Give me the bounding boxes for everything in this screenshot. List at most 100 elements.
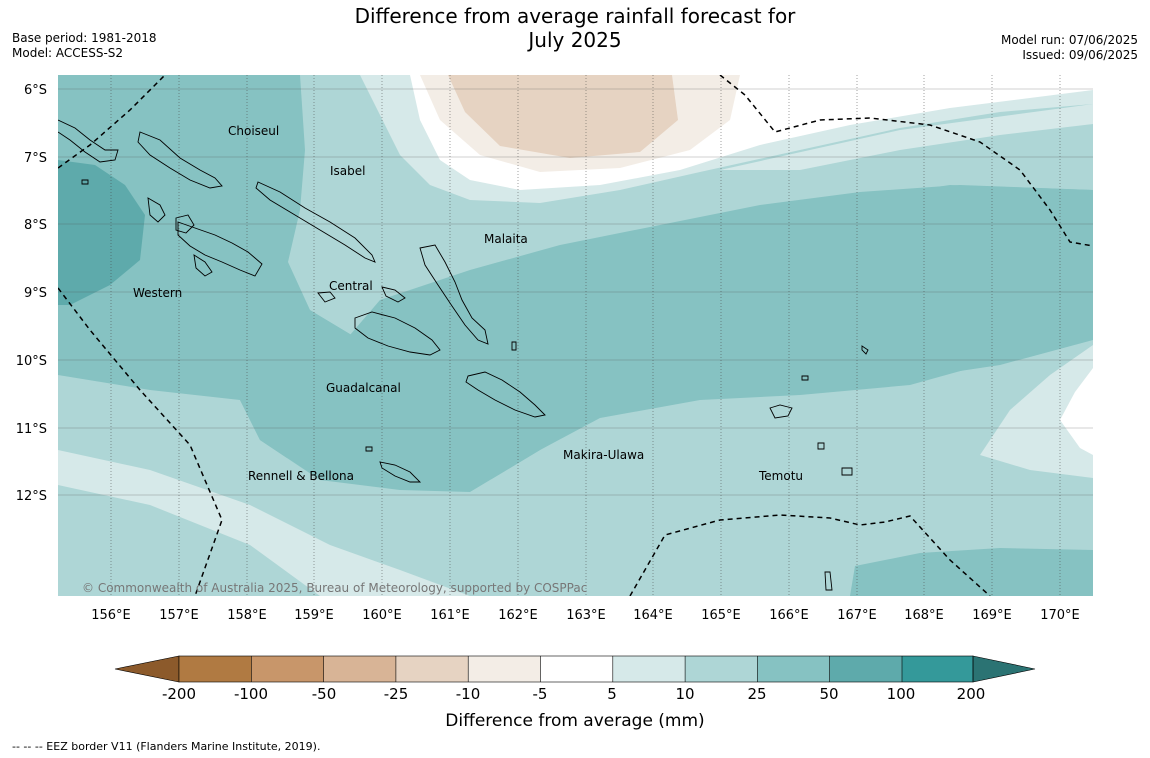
colorbar-tick: -5 xyxy=(533,685,548,703)
lon-label: 168°E xyxy=(904,608,944,623)
colorbar-swatch xyxy=(540,656,613,682)
zone-neutral-east xyxy=(980,345,1093,478)
eez-border xyxy=(58,75,1093,596)
title-line-1: Difference from average rainfall forecas… xyxy=(354,4,796,28)
colorbar-swatch xyxy=(468,656,541,682)
lon-label: 163°E xyxy=(566,608,606,623)
island-savo xyxy=(381,286,406,303)
island-bougainville xyxy=(58,119,119,163)
lat-label: 12°S xyxy=(16,489,47,504)
colorbar-swatch xyxy=(612,656,686,682)
colorbar-tick: 50 xyxy=(819,685,838,703)
island-treasury xyxy=(81,179,89,185)
island-guadalcanal xyxy=(354,311,441,356)
lon-label: 169°E xyxy=(972,608,1012,623)
island-kolombangara xyxy=(175,214,195,234)
lat-label: 11°S xyxy=(16,422,47,437)
colorbar-tick: -100 xyxy=(234,685,268,703)
colorbar-swatch xyxy=(902,656,973,682)
lon-label: 160°E xyxy=(362,608,402,623)
island-rennell xyxy=(379,461,422,483)
island-vella xyxy=(147,197,166,223)
colorbar-title: Difference from average (mm) xyxy=(445,711,704,731)
zone-neutral-east-core xyxy=(1060,368,1093,455)
lat-label: 10°S xyxy=(16,354,47,369)
zone-50-100-west xyxy=(58,160,145,305)
lon-label: 156°E xyxy=(91,608,131,623)
zone-10-25-south xyxy=(58,340,1093,596)
region-label-central: Central xyxy=(329,279,373,293)
lon-label: 162°E xyxy=(498,608,538,623)
colorbar-swatch xyxy=(685,656,758,682)
lat-label: 9°S xyxy=(24,286,47,301)
island-ulawa xyxy=(511,341,517,351)
latitude-labels: 6°S 7°S 8°S 9°S 10°S 11°S 12°S xyxy=(16,83,47,504)
island-santa-cruz xyxy=(769,404,793,419)
lon-label: 170°E xyxy=(1040,608,1080,623)
island-isabel xyxy=(255,181,376,263)
lat-label: 7°S xyxy=(24,151,47,166)
copyright-notice: © Commonwealth of Australia 2025, Bureau… xyxy=(82,581,587,595)
model-name: Model: ACCESS-S2 xyxy=(12,46,124,60)
meta-right: Model run: 07/06/2025 Issued: 09/06/2025 xyxy=(1001,33,1138,63)
colorbar-swatch xyxy=(179,656,252,682)
colorbar: -200 -100 -50 -25 -10 -5 5 10 25 50 100 … xyxy=(114,655,1036,731)
rainfall-map xyxy=(58,75,1093,596)
colorbar-tick: 10 xyxy=(675,685,694,703)
issued-date: Issued: 09/06/2025 xyxy=(1022,48,1138,62)
region-label-malaita: Malaita xyxy=(484,232,528,246)
colorbar-swatch xyxy=(395,656,469,682)
island-new-georgia xyxy=(177,221,263,277)
zone-25-50-se xyxy=(850,548,1093,596)
colorbar-tick: 5 xyxy=(607,685,617,703)
meta-left: Base period: 1981-2018 Model: ACCESS-S2 xyxy=(12,31,157,61)
colorbar-swatch xyxy=(251,656,324,682)
eez-footnote: -- -- -- EEZ border V11 (Flanders Marine… xyxy=(12,740,321,753)
colorbar-tick: 100 xyxy=(887,685,916,703)
island-makira xyxy=(465,371,546,418)
colorbar-tick: -50 xyxy=(312,685,337,703)
region-label-isabel: Isabel xyxy=(330,164,365,178)
lon-label: 164°E xyxy=(633,608,673,623)
colorbar-extend-high xyxy=(972,655,1036,683)
lat-label: 8°S xyxy=(24,218,47,233)
lon-label: 167°E xyxy=(837,608,877,623)
region-label-western: Western xyxy=(133,286,182,300)
gridlines xyxy=(58,88,1093,496)
lon-label: 165°E xyxy=(701,608,741,623)
region-label-temotu: Temotu xyxy=(758,469,803,483)
island-reef xyxy=(801,375,809,381)
colorbar-tick: 200 xyxy=(957,685,986,703)
zone-minus10-north xyxy=(448,75,678,158)
lon-label: 161°E xyxy=(430,608,470,623)
lon-label: 157°E xyxy=(159,608,199,623)
island-bellona xyxy=(365,446,373,452)
zone-25-50-core xyxy=(240,185,1093,492)
colorbar-extend-low xyxy=(114,655,180,683)
region-labels: Choiseul Isabel Malaita Western Central … xyxy=(133,124,803,483)
island-utupua xyxy=(841,467,853,476)
island-malaita xyxy=(419,244,489,345)
lat-label: 6°S xyxy=(24,83,47,98)
islands xyxy=(58,119,869,591)
colorbar-tick: 25 xyxy=(747,685,766,703)
island-rendova xyxy=(193,254,213,277)
map-figure: 6°S 7°S 8°S 9°S 10°S 11°S 12°S 156°E 157… xyxy=(16,75,1093,731)
colorbar-tick: -200 xyxy=(162,685,196,703)
lon-label: 166°E xyxy=(769,608,809,623)
island-vanikoro xyxy=(817,442,825,450)
colorbar-swatch xyxy=(757,656,830,682)
island-choiseul xyxy=(137,131,223,189)
base-period: Base period: 1981-2018 xyxy=(12,31,157,45)
colorbar-tick: -25 xyxy=(384,685,409,703)
island-tikopia xyxy=(824,571,833,591)
lon-label: 159°E xyxy=(294,608,334,623)
longitude-labels: 156°E 157°E 158°E 159°E 160°E 161°E 162°… xyxy=(91,608,1080,623)
colorbar-tick: -10 xyxy=(456,685,481,703)
region-label-guadalcanal: Guadalcanal xyxy=(326,381,401,395)
lon-label: 158°E xyxy=(227,608,267,623)
colorbar-swatch xyxy=(829,656,902,682)
island-duff xyxy=(861,345,869,355)
island-nggela xyxy=(317,291,336,303)
title-line-2: July 2025 xyxy=(528,28,622,52)
